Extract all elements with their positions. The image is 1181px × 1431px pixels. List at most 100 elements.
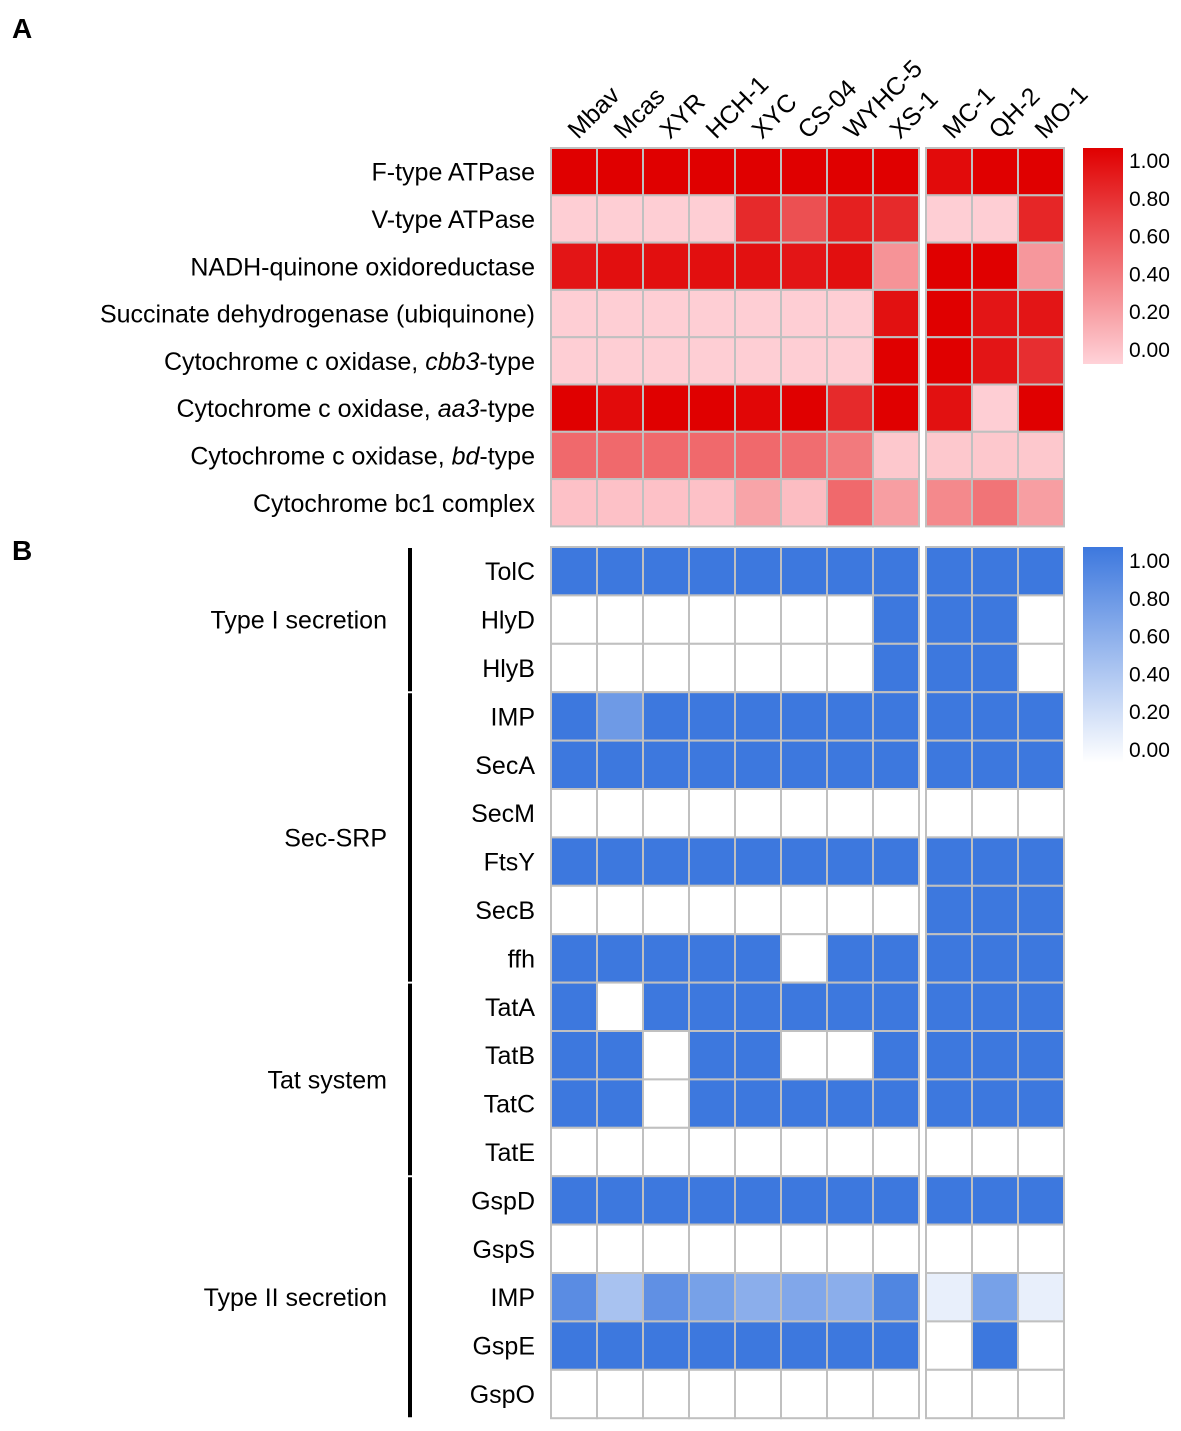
legend-b-bar [1083,547,1123,763]
heatmap-a-cell [596,430,644,481]
heatmap-a-cell [596,147,644,197]
heatmap-a-cell [780,430,828,481]
heatmap-b-cell [596,1368,644,1420]
heatmap-b-cell [1017,739,1065,790]
group-label-3: Tat system [268,1066,387,1094]
heatmap-a-cell [642,478,690,528]
heatmap-b-cell [826,836,874,887]
heatmap-a-cell [550,241,598,291]
heatmap-a-cell [826,478,874,528]
heatmap-b-cell [826,594,874,645]
heatmap-b-cell [642,1030,690,1081]
panel-label-b: B [12,535,32,566]
heatmap-b-cell [688,1368,736,1420]
heatmap-b-cell [872,1272,920,1323]
heatmap-b-cell [780,836,828,887]
heatmap-b-cell [596,691,644,742]
heatmap-a-cell [596,478,644,528]
heatmap-b-cell [872,642,920,694]
group-label-2: Sec-SRP [284,824,387,852]
heatmap-b-cell [780,739,828,790]
heatmap-b-cell [596,594,644,645]
heatmap-b-cell [550,739,598,790]
heatmap-b-cell [1017,691,1065,742]
heatmap-a-cell [1017,383,1065,433]
heatmap-b-cell [872,836,920,887]
heatmap-b-cell [1017,546,1065,597]
heatmap-a-cell [550,288,598,339]
group-label-4: Type II secretion [204,1284,387,1312]
heatmap-b-cell [826,788,874,839]
heatmap-b-cell [780,642,828,694]
heatmap-b-cell [596,981,644,1032]
heatmap-a-cell [734,478,782,528]
heatmap-b-cell [734,691,782,742]
row-label-b-9: ffh [508,945,535,973]
heatmap-b-cell [642,1320,690,1371]
row-label-a-7: Cytochrome c oxidase, bd-type [190,442,535,470]
legend-b-tick: 0.00 [1129,739,1170,762]
heatmap-b-cell [734,981,782,1032]
heatmap-b-cell [688,933,736,984]
heatmap-a-cell [826,194,874,244]
heatmap-b-cell [1017,1078,1065,1129]
heatmap-b-cell [826,739,874,790]
heatmap-b-cell [550,933,598,984]
heatmap-a-cell [872,478,920,528]
row-label-b-7: FtsY [484,849,536,877]
heatmap-a-cell [780,147,828,197]
heatmap-b-cell [971,1126,1019,1178]
heatmap-a-cell [550,336,598,386]
heatmap-b-cell [872,1320,920,1371]
heatmap-a-cell [1017,194,1065,244]
heatmap-b-cell [872,1175,920,1226]
heatmap-a-cell [734,383,782,433]
heatmap-b-cell [1017,1175,1065,1226]
heatmap-a-cell [688,194,736,244]
heatmap-a-cell [688,336,736,386]
heatmap-a-cell [688,147,736,197]
heatmap-b-cell [780,594,828,645]
legend-a-tick: 0.60 [1129,226,1170,249]
column-label-mbav: Mbav [562,81,625,144]
heatmap-b-cell [596,1223,644,1274]
heatmap-a-cell [925,194,973,244]
heatmap-b-cell [971,739,1019,790]
heatmap-b-cell [780,1030,828,1081]
heatmap-b-cell [642,594,690,645]
heatmap-a-cell [826,147,874,197]
heatmap-b-cell [642,933,690,984]
heatmap-b-cell [971,1223,1019,1274]
heatmap-b-cell [971,546,1019,597]
heatmap-b-cell [596,546,644,597]
heatmap-a-cell [826,336,874,386]
heatmap-b-cell [734,1175,782,1226]
heatmap-b-cell [596,933,644,984]
heatmap-a-cell [550,383,598,433]
heatmap-b-cell [734,884,782,936]
heatmap-a-cell [971,241,1019,291]
row-label-b-10: TatA [485,994,535,1022]
heatmap-b-cell [734,739,782,790]
heatmap-a-cell [550,430,598,481]
heatmap-b-cell [872,788,920,839]
heatmap-b-cell [826,884,874,936]
color-legend-a: 1.00 0.80 0.60 0.40 0.20 0.00 [1083,148,1170,364]
heatmap-a: MbavMcasXYRHCH-1XYCCS-04WYHC-5XS-1MC-1QH… [100,55,1170,528]
heatmap-b-cell [642,546,690,597]
heatmap-b-cell [596,884,644,936]
heatmap-b-cell [1017,1320,1065,1371]
heatmap-a-cell [925,336,973,386]
heatmap-b-cell [971,1030,1019,1081]
heatmap-a-cell [642,383,690,433]
heatmap-b-cell [688,884,736,936]
heatmap-b-cell [642,691,690,742]
heatmap-b-cell [1017,1272,1065,1323]
legend-b-tick: 0.20 [1129,701,1170,724]
panel-label-a: A [12,13,32,44]
heatmap-b-cell [734,594,782,645]
heatmap-a-cell [925,288,973,339]
legend-a-tick: 0.40 [1129,263,1170,286]
heatmap-a-cell [688,478,736,528]
heatmap-a-cell [550,478,598,528]
